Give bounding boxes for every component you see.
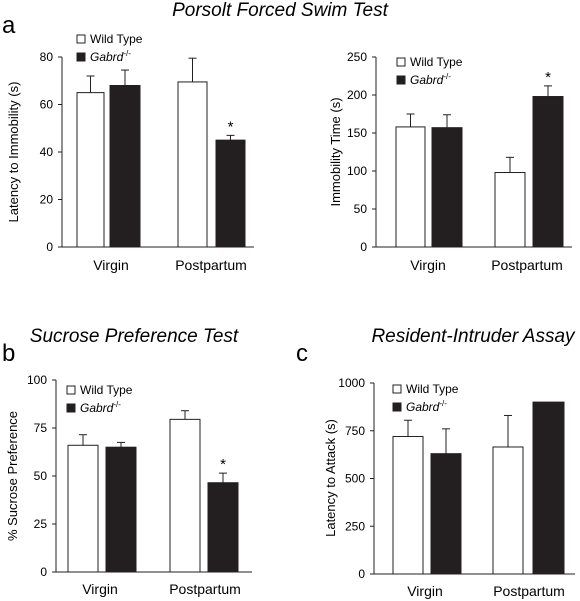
bar-gabrd [532, 96, 564, 248]
legend-label-gabrd-base: Gabrd [410, 73, 444, 87]
title-forced-swim: Porsolt Forced Swim Test [172, 0, 388, 21]
bar-wild-type [177, 81, 208, 248]
legend-swatch-gabrd [76, 52, 86, 62]
y-tick-label: 25 [34, 517, 48, 531]
x-category-label: Postpartum [175, 257, 247, 273]
legend-label-gabrd: Gabrd-/- [80, 400, 121, 415]
legend-label-wild-type: Wild Type [410, 55, 463, 69]
y-tick-label: 20 [40, 193, 54, 207]
y-tick-label: 0 [358, 567, 365, 581]
x-category-label: Postpartum [169, 581, 241, 597]
legend-swatch-wild-type [396, 57, 406, 67]
y-tick-label: 750 [345, 424, 365, 438]
x-category-label: Postpartum [493, 583, 565, 599]
y-axis-label: Latency to Attack (s) [323, 419, 338, 537]
x-category-label: Postpartum [491, 257, 563, 273]
bar-gabrd [207, 482, 239, 573]
legend-label-gabrd: Gabrd-/- [410, 72, 451, 87]
y-tick-label: 250 [347, 50, 367, 64]
y-tick-label: 50 [34, 469, 48, 483]
legend-label-gabrd-superscript: -/- [123, 49, 131, 58]
x-category-label: Virgin [410, 257, 446, 273]
title-resident-intruder: Resident-Intruder Assay [371, 326, 576, 347]
significance-marker: * [220, 456, 226, 473]
panel-letter-c: c [296, 340, 308, 367]
legend-label-wild-type: Wild Type [406, 382, 459, 396]
legend-label-gabrd: Gabrd-/- [90, 49, 131, 64]
y-tick-label: 100 [27, 373, 47, 387]
bar-wild-type [76, 92, 105, 248]
y-tick-label: 75 [34, 421, 48, 435]
bar-gabrd [215, 139, 246, 248]
panel-letter-a: a [2, 12, 16, 39]
chart-latency-to-attack: 0 250 500 750 1000 Latency to Attack (s) Virgi… [323, 376, 575, 599]
bar-wild-type [392, 435, 424, 575]
x-category-label: Virgin [93, 257, 129, 273]
y-tick-label: 50 [354, 202, 368, 216]
panel-letter-b: b [2, 340, 15, 367]
legend-label-gabrd-superscript: -/- [443, 72, 451, 81]
y-axis-label: Immobility Time (s) [328, 97, 343, 206]
legend-swatch-wild-type [66, 385, 76, 395]
significance-marker: * [545, 69, 551, 86]
y-tick-label: 150 [347, 126, 367, 140]
y-axis-label: Latency to Immobility (s) [6, 82, 21, 223]
y-axis-label: % Sucrose Preference [5, 411, 20, 541]
x-category-label: Virgin [82, 581, 118, 597]
legend-label-gabrd: Gabrd-/- [406, 399, 447, 414]
legend-swatch-gabrd [392, 402, 402, 412]
bar-gabrd [105, 446, 137, 573]
bar-wild-type [67, 444, 99, 573]
chart-immobility-time: 0 50 100 150 200 250 Immobility Time (s) Virgin… [328, 50, 572, 273]
x-category-label: Virgin [407, 583, 443, 599]
y-tick-label: 250 [345, 519, 365, 533]
chart-latency-immobility: 0 20 40 60 80 Latency to Immobility (s) Virgin… [6, 32, 254, 273]
y-tick-label: 40 [40, 145, 54, 159]
y-tick-label: 0 [46, 240, 53, 254]
legend-label-gabrd-superscript: -/- [113, 400, 121, 409]
bar-gabrd [430, 453, 462, 575]
bar-gabrd [532, 401, 565, 575]
y-tick-label: 500 [345, 472, 365, 486]
legend-swatch-wild-type [76, 34, 86, 44]
legend-label-gabrd-base: Gabrd [90, 50, 124, 64]
bar-wild-type [492, 446, 524, 575]
legend-label-gabrd-base: Gabrd [80, 401, 114, 415]
legend-swatch-gabrd [66, 403, 76, 413]
y-tick-label: 0 [360, 240, 367, 254]
legend-label-gabrd-superscript: -/- [439, 399, 447, 408]
y-tick-label: 80 [40, 50, 54, 64]
y-tick-label: 1000 [338, 376, 365, 390]
bar-wild-type [395, 126, 426, 248]
chart-sucrose-preference: 0 25 50 75 100 % Sucrose Preference Virgin Post… [5, 373, 252, 597]
significance-marker: * [228, 118, 234, 135]
y-tick-label: 0 [40, 565, 47, 579]
y-tick-label: 60 [40, 98, 54, 112]
bar-wild-type [169, 418, 201, 573]
legend-label-wild-type: Wild Type [90, 32, 143, 46]
y-tick-label: 100 [347, 164, 367, 178]
bar-gabrd [109, 85, 141, 248]
legend-label-gabrd-base: Gabrd [406, 400, 440, 414]
title-sucrose: Sucrose Preference Test [30, 326, 239, 347]
legend-swatch-gabrd [396, 75, 406, 85]
y-tick-label: 200 [347, 88, 367, 102]
bar-gabrd [431, 127, 463, 248]
legend-swatch-wild-type [392, 384, 402, 394]
bar-wild-type [494, 172, 526, 248]
legend-label-wild-type: Wild Type [80, 383, 133, 397]
